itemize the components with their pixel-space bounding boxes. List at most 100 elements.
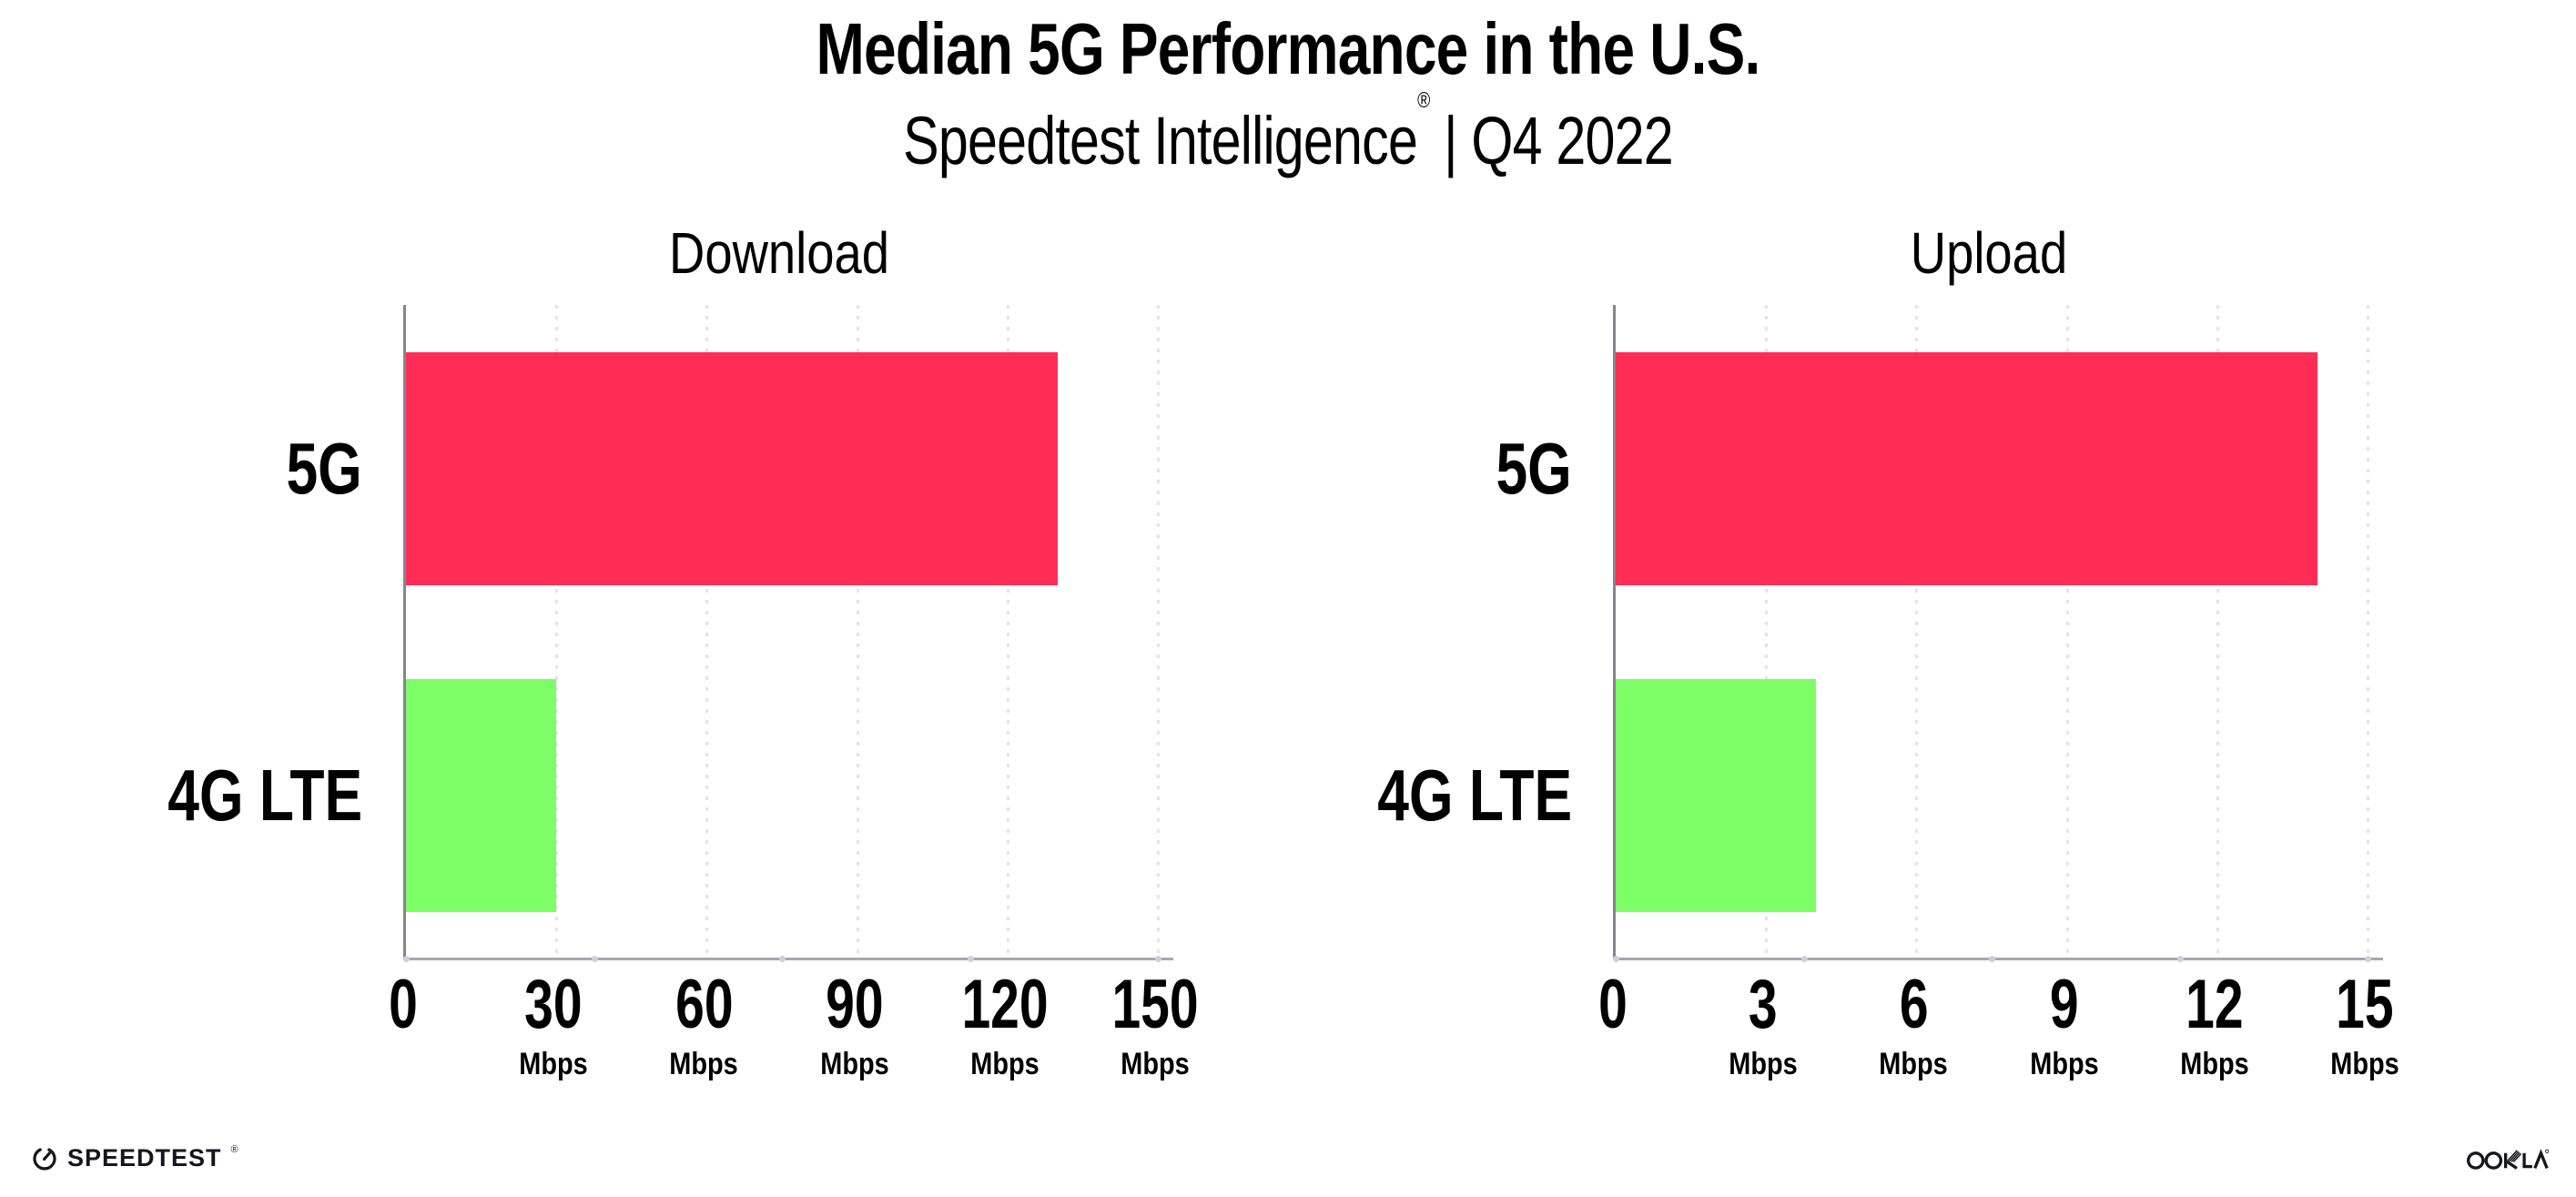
x-tick-value: 60 [664, 970, 745, 1040]
gridline-120-mbps [1006, 305, 1009, 959]
gridline-90-mbps [856, 305, 859, 959]
speedtest-logo: SPEEDTEST ® [31, 1141, 238, 1174]
x-axis-ticks-upload: 0 3 Mbps 6 Mbps 9 Mbps 12 Mbps 15 Mbps [1598, 970, 2399, 1089]
x-tick-unit-text: Mbps [1121, 1047, 1190, 1081]
x-tick-unit: Mbps [947, 1049, 1062, 1080]
gridline-150-mbps [1157, 305, 1160, 959]
row-label-5g: 5G [1299, 352, 1572, 585]
x-tick-unit: Mbps [2023, 1049, 2104, 1080]
x-tick-unit-text: Mbps [2180, 1047, 2249, 1081]
bar-5g [406, 352, 1058, 585]
x-tick-unit-text: Mbps [970, 1047, 1040, 1081]
chart-upload: Upload 5G 4G LTE 0 3 Mbps 6 Mbps 9 Mbps 12 Mbps 15… [1377, 0, 2399, 1197]
axis-dot [2365, 956, 2371, 962]
axis-dot [967, 956, 974, 962]
row-label-5g: 5G [89, 352, 362, 585]
ookla-wordmark-icon [2466, 1149, 2550, 1170]
x-tick-unit-text: Mbps [669, 1047, 739, 1081]
chart-title-download: Download [669, 220, 889, 286]
x-tick-9: 9 Mbps [2023, 970, 2104, 1080]
x-tick-15: 15 Mbps [2325, 970, 2406, 1080]
axis-dot [1155, 956, 1161, 962]
x-axis-line [1613, 958, 2383, 960]
axis-dot [1800, 956, 1808, 962]
x-tick-unit: Mbps [814, 1049, 895, 1080]
speedtest-gauge-icon [33, 1148, 56, 1171]
axis-dot [403, 956, 410, 962]
row-label-text: 4G LTE [1377, 755, 1572, 836]
x-tick-0: 0 [1594, 970, 1632, 1040]
page-title: Median 5G Performance in the U.S. [816, 8, 1761, 89]
x-tick-value-text: 90 [825, 966, 884, 1043]
axis-dot [779, 956, 786, 962]
x-tick-unit-text: Mbps [2330, 1047, 2399, 1081]
plot-area-upload [1613, 305, 2383, 962]
x-tick-30: 30 Mbps [513, 970, 594, 1080]
x-tick-value: 3 [1723, 970, 1804, 1040]
x-tick-value: 9 [2023, 970, 2104, 1040]
bar-4g-lte [406, 679, 557, 912]
x-tick-value-text: 0 [389, 966, 418, 1043]
row-label-text: 4G LTE [167, 755, 362, 836]
x-tick-6: 6 Mbps [1873, 970, 1954, 1080]
x-tick-unit-text: Mbps [1879, 1047, 1949, 1081]
x-tick-value: 30 [513, 970, 594, 1040]
x-tick-value-text: 9 [2049, 966, 2079, 1043]
x-tick-value: 12 [2174, 970, 2255, 1040]
x-tick-12: 12 Mbps [2174, 970, 2255, 1080]
x-tick-value: 6 [1873, 970, 1954, 1040]
x-tick-value-text: 3 [1749, 966, 1779, 1043]
x-tick-unit: Mbps [513, 1049, 594, 1080]
x-axis-line [403, 958, 1173, 960]
gridline-30-mbps [555, 305, 559, 959]
x-axis-ticks-download: 0 30 Mbps 60 Mbps 90 Mbps 120 Mbps 150 Mbps [389, 970, 1198, 1089]
x-tick-unit-text: Mbps [519, 1047, 588, 1081]
x-tick-value-text: 0 [1598, 966, 1628, 1043]
page-subtitle: Speedtest Intelligence® | Q4 2022 [0, 90, 2576, 175]
row-label-text: 5G [1496, 428, 1572, 509]
x-tick-unit: Mbps [1723, 1049, 1804, 1080]
speedtest-wordmark: SPEEDTEST [67, 1143, 222, 1172]
ookla-logo: OOKLA [2466, 1145, 2550, 1175]
gridline-12-mbps [2216, 305, 2219, 959]
x-tick-value: 90 [814, 970, 895, 1040]
gridline-6-mbps [1915, 305, 1919, 959]
x-tick-value-text: 12 [2186, 966, 2244, 1043]
x-tick-value: 150 [1098, 970, 1213, 1040]
x-tick-unit: Mbps [1873, 1049, 1954, 1080]
row-label-4g-lte: 4G LTE [1299, 679, 1572, 912]
axis-dot [1613, 956, 1619, 962]
x-tick-value-text: 120 [961, 966, 1049, 1043]
x-tick-unit: Mbps [664, 1049, 745, 1080]
row-labels-upload: 5G 4G LTE [1299, 305, 1572, 959]
x-tick-value: 120 [947, 970, 1062, 1040]
x-tick-value-text: 60 [674, 966, 734, 1043]
chart-download: Download 5G 4G LTE 0 30 Mbps 60 Mbps 90 Mbps 120… [167, 0, 1198, 1197]
x-tick-value-text: 30 [524, 966, 583, 1043]
x-tick-unit-text: Mbps [819, 1047, 889, 1081]
x-tick-unit: Mbps [2174, 1049, 2255, 1080]
x-tick-150: 150 Mbps [1098, 970, 1213, 1080]
x-tick-60: 60 Mbps [664, 970, 745, 1080]
x-tick-90: 90 Mbps [814, 970, 895, 1080]
x-tick-value-text: 15 [2336, 966, 2394, 1043]
gridline-60-mbps [705, 305, 709, 959]
row-labels-download: 5G 4G LTE [89, 305, 362, 959]
x-tick-unit: Mbps [2325, 1049, 2406, 1080]
registered-mark: ® [1417, 88, 1430, 114]
subtitle-period: | Q4 2022 [1429, 103, 1674, 178]
gridline-9-mbps [2065, 305, 2069, 959]
x-tick-value: 15 [2325, 970, 2406, 1040]
speedtest-registered-mark: ® [230, 1144, 238, 1155]
gridline-3-mbps [1765, 305, 1769, 959]
x-tick-value-text: 150 [1111, 966, 1199, 1043]
axis-dot [591, 956, 598, 962]
row-label-4g-lte: 4G LTE [89, 679, 362, 912]
subtitle-brand: Speedtest Intelligence [903, 103, 1418, 178]
x-tick-120: 120 Mbps [947, 970, 1062, 1080]
bar-4g-lte [1616, 679, 1817, 912]
chart-title-upload: Upload [1910, 220, 2068, 286]
x-tick-unit-text: Mbps [2029, 1047, 2099, 1081]
x-tick-0: 0 [384, 970, 422, 1040]
